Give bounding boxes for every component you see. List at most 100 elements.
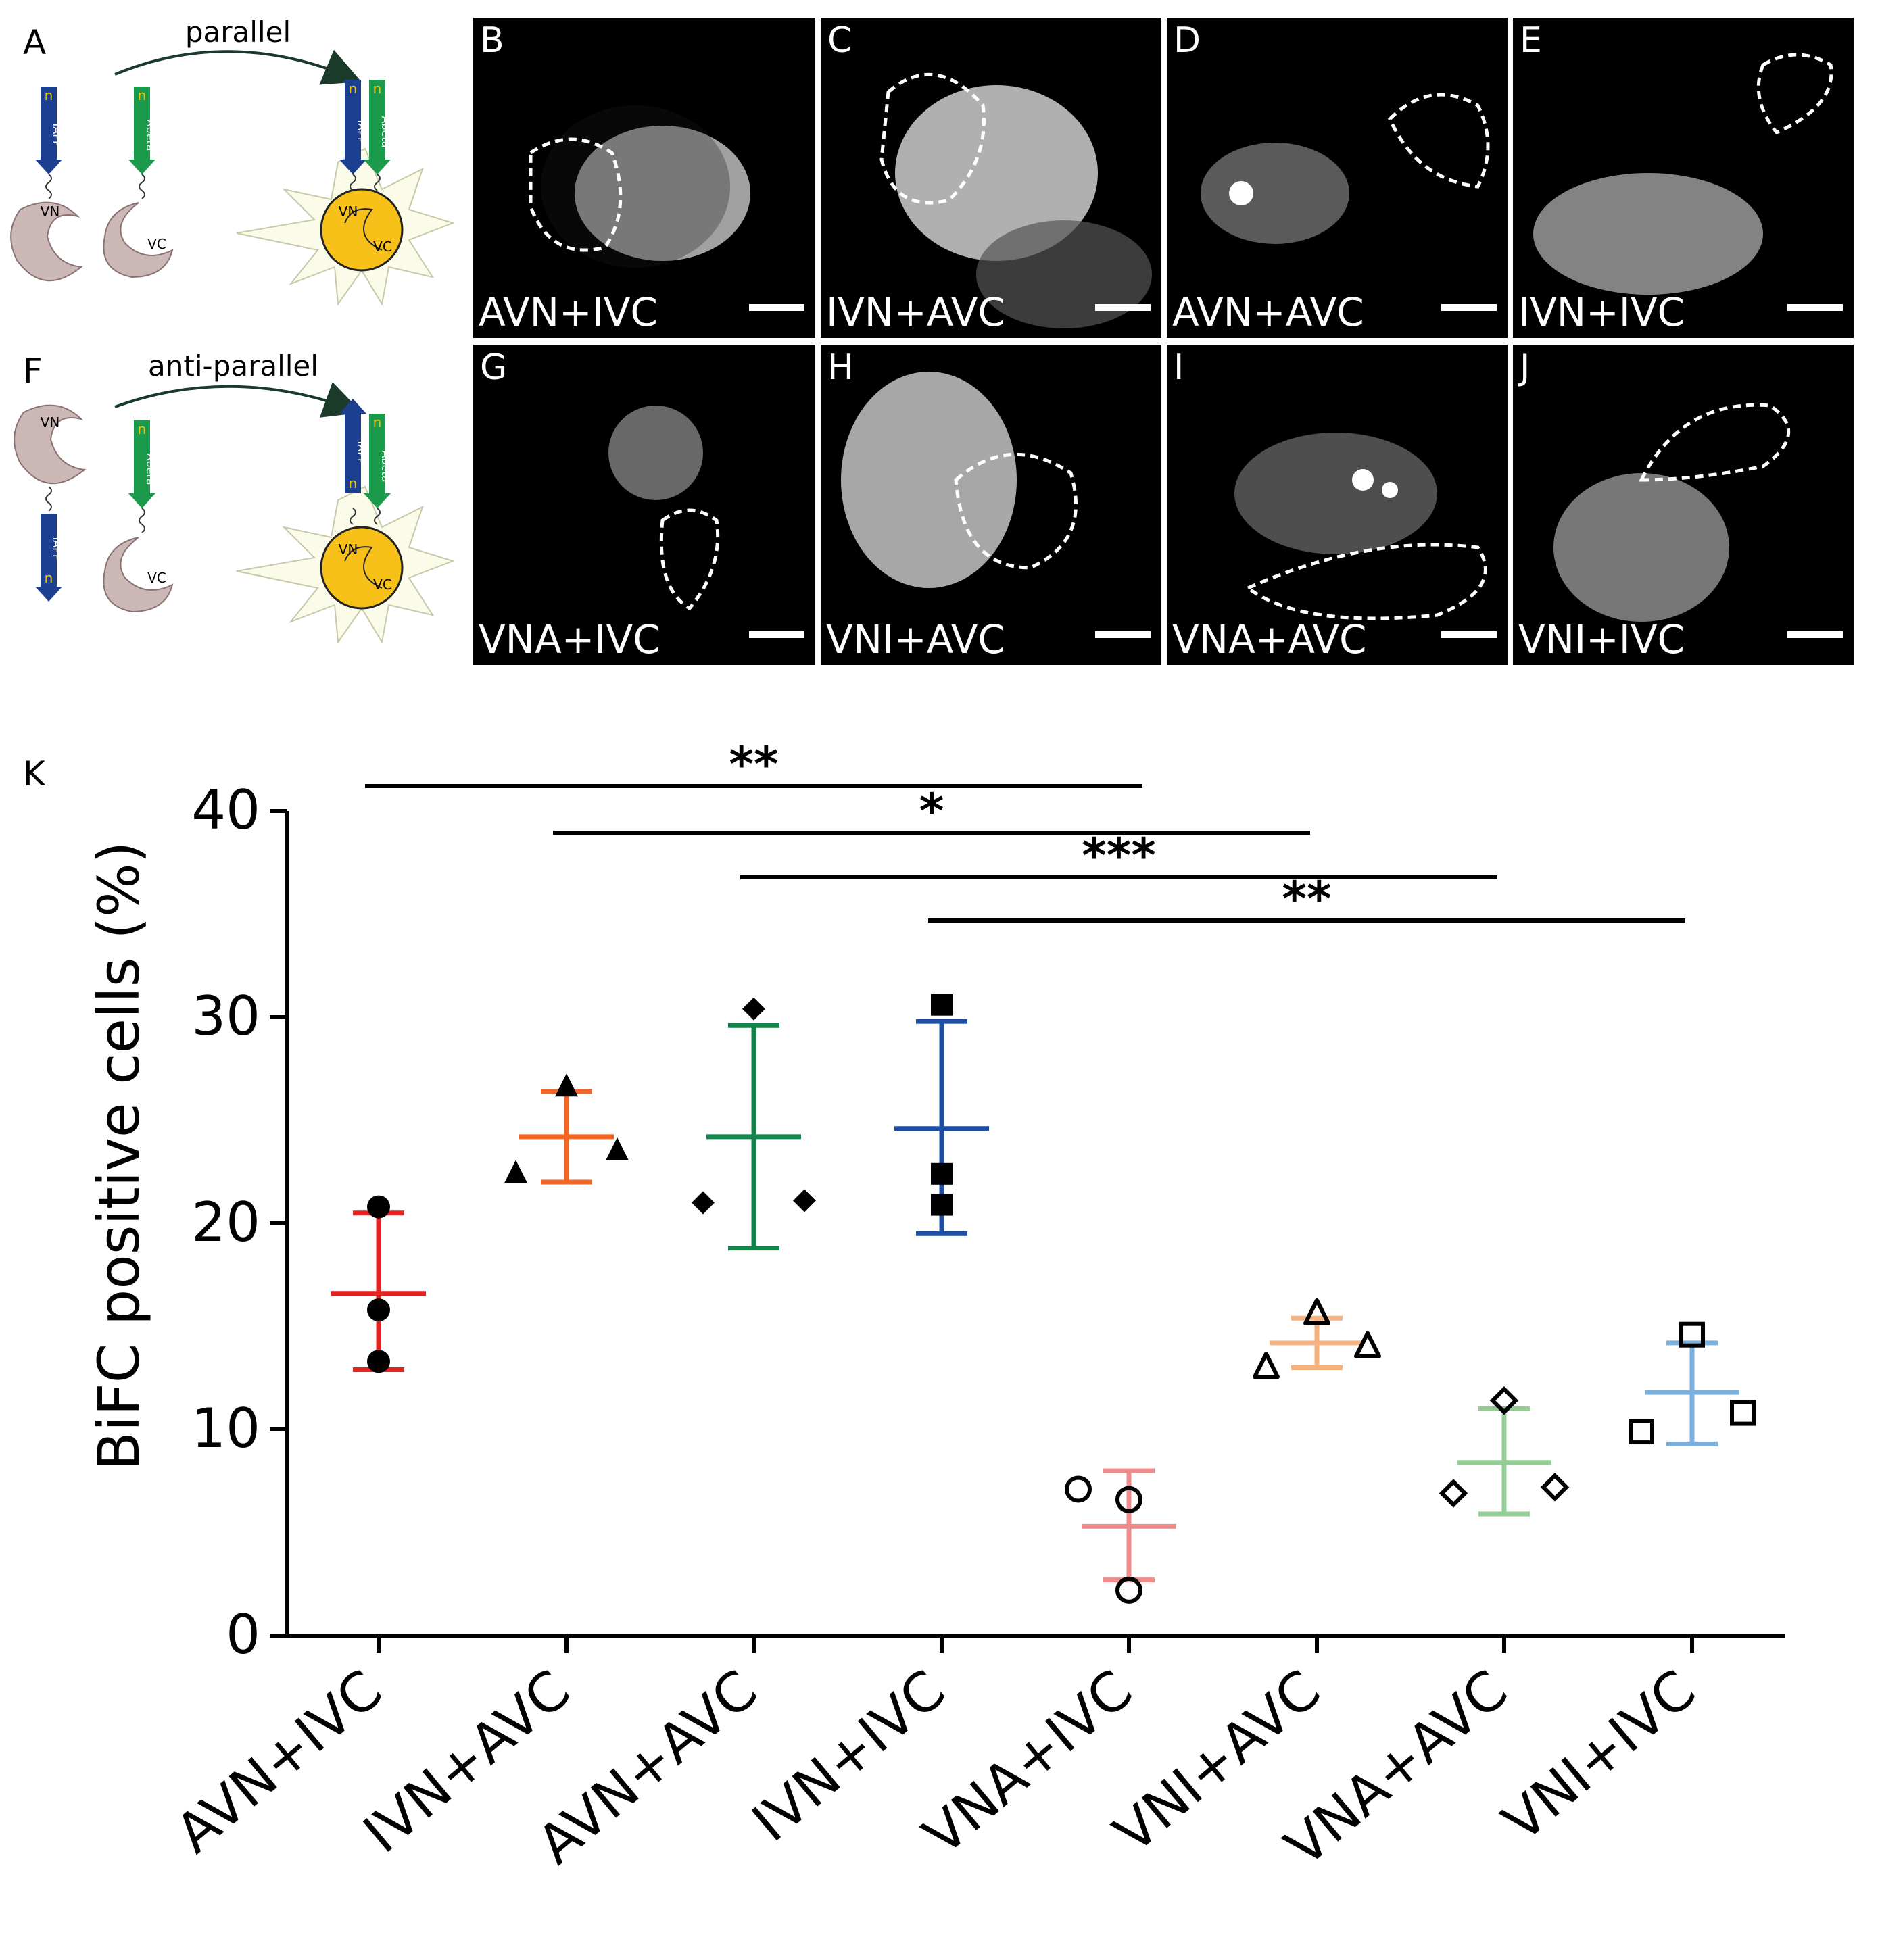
scale-bar (1441, 631, 1497, 638)
data-point (367, 1195, 390, 1219)
x-tick-label: AVN+IVC (164, 1658, 394, 1865)
micrograph-h: H VNI+AVC (821, 345, 1161, 665)
scale-bar (1441, 304, 1497, 311)
scale-bar (749, 304, 804, 311)
scale-bar (1095, 631, 1151, 638)
schematic-fragment-vn: VN (41, 203, 60, 220)
y-tick-label: 10 (191, 1397, 260, 1460)
schematic-tag-iapp: IAPP (51, 537, 64, 561)
schematic-tag-abeta: Abeta (379, 450, 392, 482)
micrograph-caption: IVN+IVC (1518, 289, 1685, 335)
data-point (367, 1298, 390, 1322)
panel-letter-f: F (23, 351, 43, 391)
schematic-fragment-vn: VN (339, 541, 358, 558)
data-point (931, 1162, 953, 1185)
micrograph-g: G VNA+IVC (473, 345, 815, 665)
micrograph-caption: VNA+AVC (1172, 616, 1367, 662)
significance-label: *** (1082, 828, 1156, 883)
plot-area: 010203040AVN+IVCIVN+AVCAVN+AVCIVN+IVCVNA… (164, 737, 1785, 1878)
micrograph-letter: B (480, 20, 504, 61)
scale-bar (1095, 304, 1151, 311)
micrograph-letter: G (480, 347, 508, 388)
bifc-chart: K BiFC positive cells (%) 0 10 20 30 40 AVN+I… (23, 737, 1785, 1878)
micrograph-caption: VNI+AVC (826, 616, 1005, 662)
data-point (1115, 1486, 1142, 1513)
schematic-terminus: n (349, 475, 358, 491)
data-point (1439, 1479, 1468, 1508)
schematic-parallel: parallel n IAPP VN n Abeta VC n IAPP n A… (10, 16, 456, 306)
significance-label: ** (1282, 871, 1331, 927)
micrograph-letter: E (1520, 20, 1542, 61)
y-axis-label: BiFC positive cells (%) (86, 841, 152, 1470)
micrograph-caption: VNA+IVC (479, 616, 660, 662)
data-point (742, 997, 765, 1021)
schematic-label-anti-parallel: anti-parallel (148, 349, 318, 383)
data-point (931, 1194, 953, 1216)
micrograph-e: E IVN+IVC (1513, 18, 1854, 338)
schematic-tag-abeta: Abeta (144, 453, 157, 485)
micrograph-letter: C (827, 20, 852, 61)
data-point (1540, 1473, 1570, 1502)
micrograph-b: B AVN+IVC (473, 18, 815, 338)
data-point (1354, 1331, 1381, 1358)
significance-label: ** (729, 737, 778, 792)
schematic-tag-abeta: Abeta (144, 119, 157, 151)
data-point (367, 1350, 390, 1373)
data-point (555, 1073, 578, 1097)
schematic-label-parallel: parallel (185, 16, 291, 49)
data-point (1730, 1400, 1756, 1426)
x-tick-label: VNI+IVC (1491, 1658, 1707, 1853)
schematic-terminus: n (45, 87, 53, 103)
schematic-fragment-vc: VC (373, 577, 392, 593)
data-point (504, 1160, 527, 1183)
schematic-fragment-vn: VN (41, 414, 60, 431)
micrograph-caption: AVN+AVC (1172, 289, 1364, 335)
scale-bar (1787, 631, 1843, 638)
micrograph-c: C IVN+AVC (821, 18, 1161, 338)
data-point (931, 994, 953, 1016)
data-point (1679, 1321, 1705, 1348)
schematic-fragment-vc: VC (147, 570, 166, 586)
schematic-anti-parallel: anti-parallel VN n IAPP n Abeta VC n IAP… (14, 349, 456, 644)
schematic-fragment-vc: VC (147, 236, 166, 252)
y-tick-label: 0 (226, 1603, 260, 1666)
schematic-tag-iapp: IAPP (51, 124, 64, 147)
schematic-fragment-vn: VN (339, 203, 358, 220)
schematic-terminus: n (138, 421, 147, 437)
micrograph-letter: J (1520, 347, 1530, 388)
schematic-terminus: n (373, 80, 382, 97)
data-point (606, 1137, 629, 1160)
data-point (793, 1189, 816, 1212)
micrograph-caption: IVN+AVC (826, 289, 1005, 335)
micrograph-d: D AVN+AVC (1167, 18, 1508, 338)
panel-letter-a: A (23, 23, 47, 62)
data-point (1115, 1576, 1142, 1604)
schematic-fragment-vc: VC (373, 239, 392, 255)
scale-bar (1787, 304, 1843, 311)
micrograph-letter: I (1174, 347, 1184, 388)
data-point (1629, 1419, 1654, 1445)
scale-bar (749, 631, 804, 638)
data-point (1489, 1386, 1519, 1415)
schematic-tag-abeta: Abeta (379, 116, 392, 147)
y-tick-label: 20 (191, 1191, 260, 1254)
micrograph-i: I VNA+AVC (1167, 345, 1508, 665)
y-tick-label: 30 (191, 985, 260, 1048)
panel-letter-k: K (23, 754, 46, 793)
y-tick-label: 40 (191, 779, 260, 841)
micrograph-j: J VNI+IVC (1513, 345, 1854, 665)
significance-label: * (919, 783, 944, 839)
schematic-terminus: n (349, 80, 358, 97)
micrograph-caption: AVN+IVC (479, 289, 658, 335)
data-point (1253, 1352, 1280, 1379)
micrograph-caption: VNI+IVC (1518, 616, 1685, 662)
schematic-terminus: n (373, 414, 382, 431)
schematic-tag-iapp: IAPP (355, 120, 368, 144)
data-point (1065, 1475, 1092, 1503)
x-tick-label: VNA+IVC (912, 1658, 1144, 1867)
data-point (692, 1191, 715, 1215)
micrograph-letter: H (827, 347, 854, 388)
data-point (1303, 1298, 1330, 1325)
schematic-terminus: n (45, 570, 53, 586)
micrograph-letter: D (1174, 20, 1201, 61)
